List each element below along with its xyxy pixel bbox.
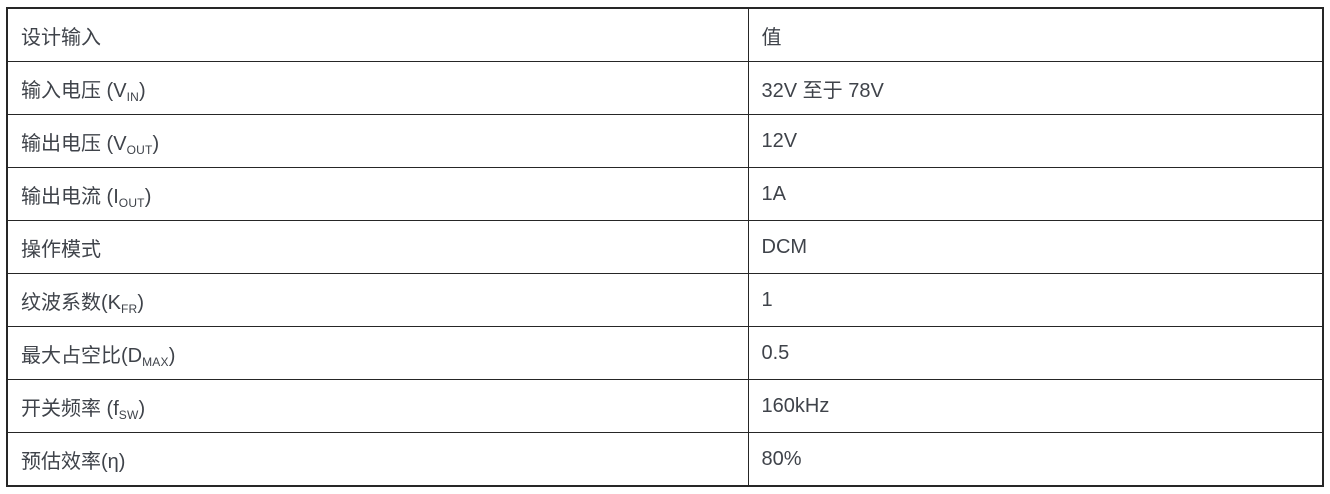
parameter-subscript: SW xyxy=(118,407,139,422)
value-cell: 1 xyxy=(747,273,1324,327)
parameter-subscript: OUT xyxy=(118,195,145,210)
value-cell: 160kHz xyxy=(747,379,1324,433)
parameter-cell: 预估效率(η) xyxy=(6,432,749,487)
parameter-label-close: ) xyxy=(138,79,146,102)
parameter-subscript: FR xyxy=(121,301,138,316)
parameter-cell: 输出电流 (IOUT) xyxy=(6,167,749,221)
parameter-subscript: OUT xyxy=(126,142,153,157)
table-row-switching-frequency: 开关频率 (fSW) 160kHz xyxy=(6,379,1324,433)
design-inputs-table-container: 设计输入 值 输入电压 (VIN) 32V 至于 78V 输出电压 (VOUT)… xyxy=(6,7,1324,487)
parameter-cell: 最大占空比(DMAX) xyxy=(6,326,749,380)
header-row: 设计输入 值 xyxy=(6,7,1324,62)
parameter-label: 预估效率(η) xyxy=(21,450,126,473)
table-row-input-voltage: 输入电压 (VIN) 32V 至于 78V xyxy=(6,61,1324,115)
design-inputs-table: 设计输入 值 输入电压 (VIN) 32V 至于 78V 输出电压 (VOUT)… xyxy=(6,7,1324,487)
parameter-cell: 输出电压 (VOUT) xyxy=(6,114,749,168)
parameter-label-close: ) xyxy=(168,344,176,367)
parameter-label: 最大占空比(D xyxy=(21,344,143,367)
parameter-label: 操作模式 xyxy=(21,238,101,261)
column-header-design-input: 设计输入 xyxy=(6,7,749,62)
parameter-cell: 输入电压 (VIN) xyxy=(6,61,749,115)
column-header-value: 值 xyxy=(747,7,1324,62)
parameter-label-close: ) xyxy=(138,397,146,420)
table-row-output-voltage: 输出电压 (VOUT) 12V xyxy=(6,114,1324,168)
parameter-subscript: MAX xyxy=(142,354,169,369)
table-row-output-current: 输出电流 (IOUT) 1A xyxy=(6,167,1324,221)
value-cell: 32V 至于 78V xyxy=(747,61,1324,115)
parameter-label-close: ) xyxy=(144,185,152,208)
value-cell: 12V xyxy=(747,114,1324,168)
value-cell: 1A xyxy=(747,167,1324,221)
parameter-label: 输入电压 (V xyxy=(21,79,127,102)
parameter-cell: 操作模式 xyxy=(6,220,749,274)
parameter-subscript: IN xyxy=(126,89,139,104)
parameter-label: 开关频率 (f xyxy=(21,397,119,420)
value-cell: DCM xyxy=(747,220,1324,274)
table-row-operation-mode: 操作模式 DCM xyxy=(6,220,1324,274)
parameter-label: 纹波系数(K xyxy=(21,291,121,314)
parameter-cell: 纹波系数(KFR) xyxy=(6,273,749,327)
parameter-label-close: ) xyxy=(137,291,145,314)
parameter-label: 输出电流 (I xyxy=(21,185,119,208)
parameter-label-close: ) xyxy=(152,132,160,155)
table-row-max-duty-cycle: 最大占空比(DMAX) 0.5 xyxy=(6,326,1324,380)
value-cell: 0.5 xyxy=(747,326,1324,380)
table-row-estimated-efficiency: 预估效率(η) 80% xyxy=(6,432,1324,487)
parameter-label: 输出电压 (V xyxy=(21,132,127,155)
parameter-cell: 开关频率 (fSW) xyxy=(6,379,749,433)
table-row-ripple-factor: 纹波系数(KFR) 1 xyxy=(6,273,1324,327)
value-cell: 80% xyxy=(747,432,1324,487)
